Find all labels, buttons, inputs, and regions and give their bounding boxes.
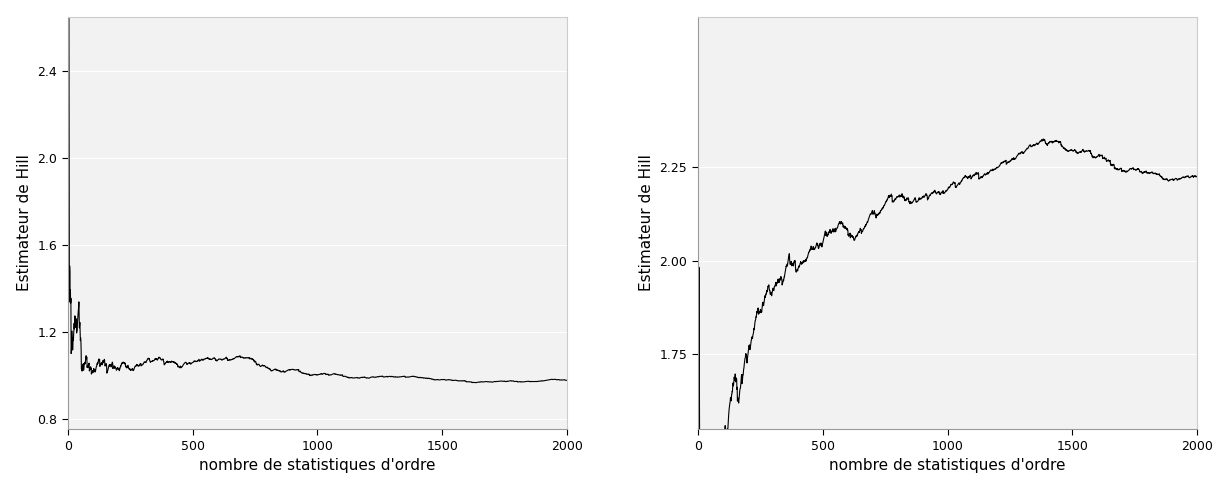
X-axis label: nombre de statistiques d'ordre: nombre de statistiques d'ordre — [829, 458, 1065, 473]
Y-axis label: Estimateur de Hill: Estimateur de Hill — [17, 154, 32, 292]
Y-axis label: Estimateur de Hill: Estimateur de Hill — [638, 154, 654, 292]
X-axis label: nombre de statistiques d'ordre: nombre de statistiques d'ordre — [199, 458, 435, 473]
